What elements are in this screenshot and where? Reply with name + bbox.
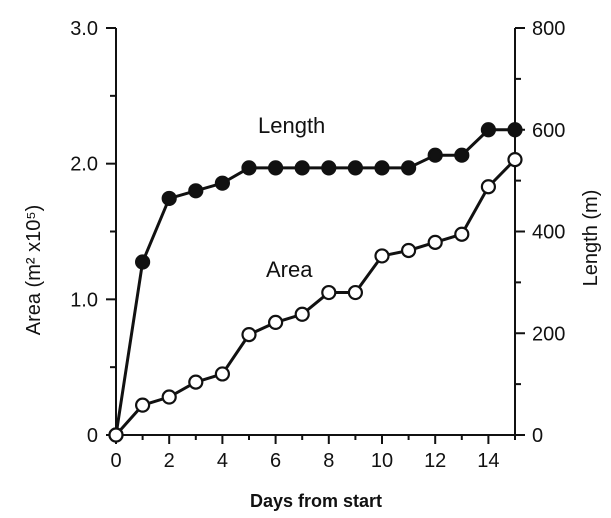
point-length [241,160,257,176]
x-tick-label: 6 [270,450,281,472]
point-length [321,160,337,176]
x-tick-label: 12 [424,450,446,472]
y-left-tick-label: 0 [87,425,98,447]
point-area [108,427,124,443]
y-right-tick-label: 400 [532,222,565,244]
point-area [321,284,337,301]
point-length [214,175,230,191]
point-area [374,248,390,264]
point-length [294,160,310,176]
y-right-axis-title: Length (m) [580,190,602,287]
y-right-tick-label: 600 [532,120,565,142]
x-tick-label: 2 [164,450,175,472]
point-area [161,389,177,405]
y-left-ticks: 0 1.0 2.0 3.0 [70,18,116,447]
y-right-tick-label: 800 [532,18,565,40]
y-left-axis-title: Area (m² x10⁵) [23,205,45,336]
x-tick-label: 8 [323,450,334,472]
y-left-tick-label: 2.0 [70,154,98,176]
series-line-area [114,158,517,436]
x-tick-label: 4 [217,450,228,472]
point-length [135,254,151,270]
point-length [507,122,523,138]
x-axis-title: Days from start [250,491,382,511]
point-length [401,160,417,176]
point-length [268,160,284,176]
point-length [161,190,177,207]
y-right-tick-label: 0 [532,425,543,447]
point-area [241,327,257,343]
y-right-ticks: 0 200 400 600 800 [515,18,565,447]
y-right-tick-label: 200 [532,323,565,345]
y-left-tick-label: 1.0 [70,289,98,311]
y-left-tick-label: 3.0 [70,18,98,40]
point-area [427,234,443,250]
point-length [347,160,363,176]
point-area [454,226,470,242]
point-length [454,147,470,163]
series-label-length: Length [258,113,325,138]
series-layer [108,122,523,443]
x-tick-label: 14 [477,450,499,472]
point-area [347,284,363,301]
point-area [188,374,204,390]
point-length [427,147,443,163]
point-area [294,306,310,322]
point-area [507,151,523,168]
point-area [268,314,284,330]
x-tick-label: 0 [110,450,121,472]
point-area [401,242,417,259]
x-ticks: 0 2 4 6 8 10 12 14 [110,435,516,472]
point-area [135,397,151,413]
series-label-area: Area [266,257,313,282]
point-length [480,122,496,138]
x-tick-label: 10 [371,450,393,472]
point-length [188,183,204,199]
point-area [480,179,496,195]
point-area [214,366,230,382]
series-line-length [114,128,515,436]
point-length [374,160,390,176]
